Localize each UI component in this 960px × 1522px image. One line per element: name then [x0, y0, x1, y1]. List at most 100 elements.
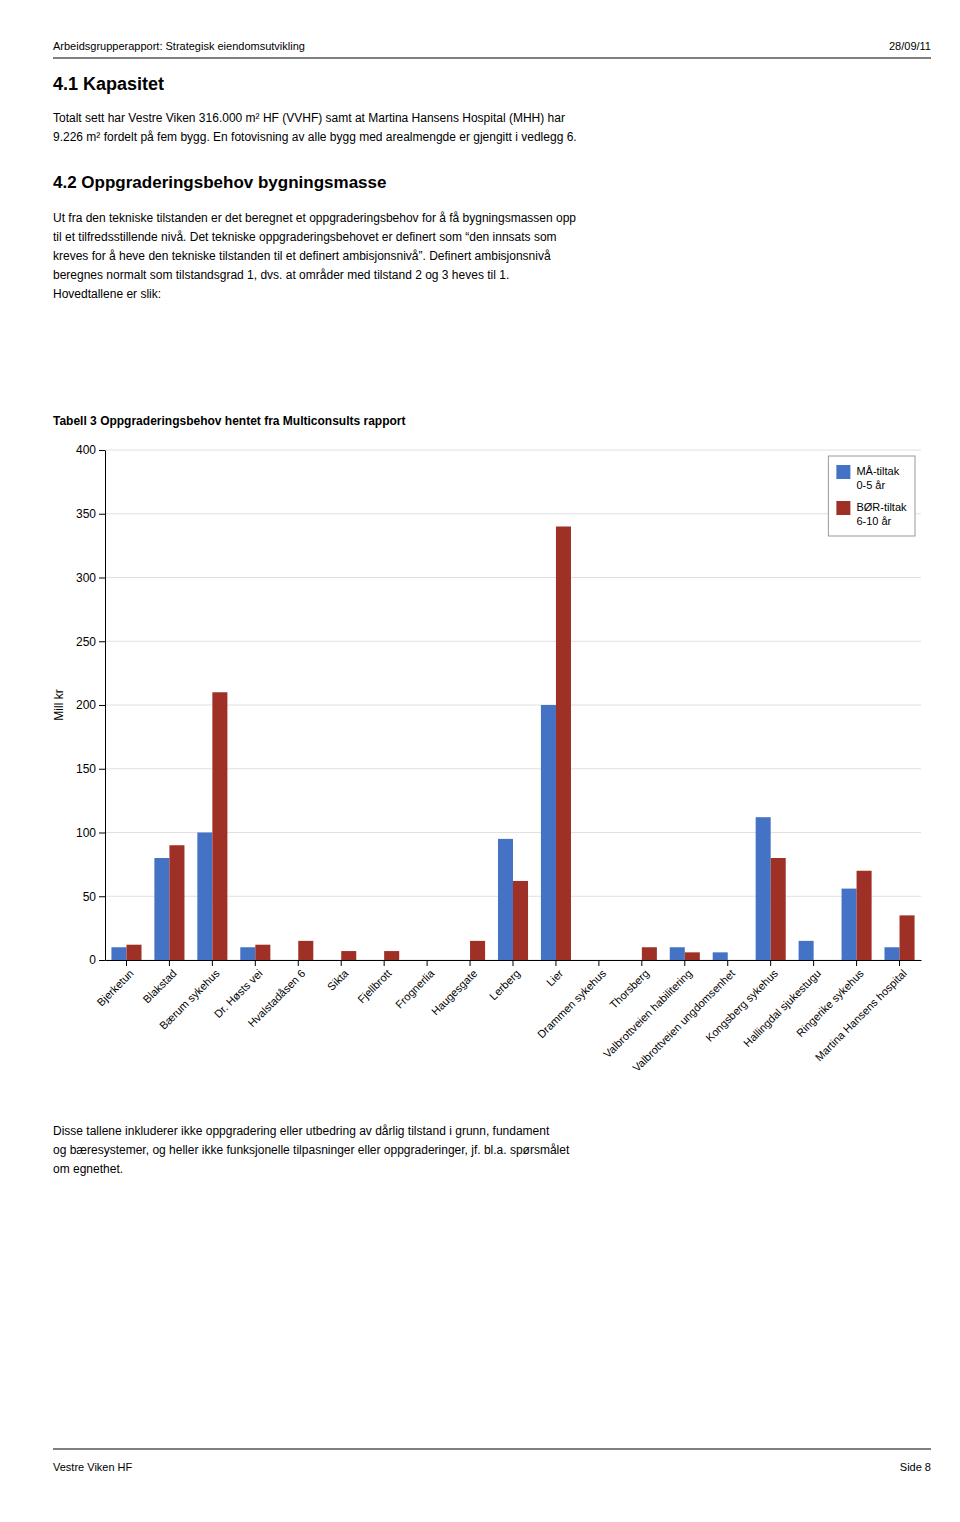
bar: [283, 960, 298, 961]
x-tick-label: Fjellbrott: [355, 967, 393, 1005]
x-tick-label: Lerberg: [487, 967, 522, 1002]
grid: [105, 450, 921, 960]
x-tick: Drammen sykehus: [535, 960, 609, 1040]
x-tick-label: Hvalstadåsen 6: [245, 967, 307, 1029]
header-left: Arbeidsgrupperapport: Strategisk eiendom…: [53, 40, 305, 52]
paragraph-line: Ut fra den tekniske tilstanden er det be…: [53, 211, 576, 225]
bar-series: [111, 705, 899, 960]
footer-right: Side 8: [900, 1461, 931, 1473]
x-tick-label: Lier: [544, 967, 566, 989]
tick-mark: [99, 960, 105, 961]
x-tick: Bærum sykehus: [157, 960, 222, 1032]
footer-rule: [53, 1449, 931, 1450]
paragraph-line: beregnes normalt som tilstandsgrad 1, dv…: [53, 268, 509, 282]
y-tick: 250: [76, 635, 105, 649]
section-title: 4.1 Kapasitet: [53, 74, 164, 94]
x-tick-label: Hallingdal sjukestugu: [741, 967, 823, 1049]
tick-mark: [899, 960, 900, 966]
tick-mark: [684, 960, 685, 966]
tick-mark: [212, 960, 213, 966]
y-tick-label: 350: [76, 507, 96, 521]
x-tick: Martina Hansens hospital: [813, 960, 909, 1063]
tick-mark: [99, 450, 105, 451]
x-tick-label: Frognerlia: [393, 966, 437, 1010]
legend-label: BØR-tiltak6-10 år: [856, 501, 907, 527]
y-tick: 200: [76, 698, 105, 712]
bar: [240, 947, 255, 960]
legend-swatch: [836, 465, 850, 479]
y-tick-label: 100: [76, 826, 96, 840]
axis-line: [105, 451, 106, 961]
y-axis: 0 50 100 150 200 250 300 350 400: [76, 443, 106, 967]
paragraph-line: Hovedtallene er slik:: [53, 287, 161, 301]
paragraph-line: Disse tallene inkluderer ikke oppgraderi…: [53, 1124, 550, 1138]
bar: [427, 960, 442, 961]
tick-mark: [555, 960, 556, 966]
header-rule: [53, 58, 931, 59]
paragraph-line: kreves for å heve den tekniske tilstande…: [53, 249, 551, 263]
tick-mark: [99, 833, 105, 834]
x-tick-label: Sikta: [325, 966, 351, 992]
x-tick: Thorsberg: [607, 960, 651, 1011]
bar: [599, 960, 614, 961]
y-tick-label: 250: [76, 635, 96, 649]
bar: [728, 960, 743, 961]
bar: [556, 527, 571, 961]
y-tick-label: 200: [76, 698, 96, 712]
x-tick-label: Bjerketun: [94, 967, 135, 1008]
bar: [884, 947, 899, 960]
bar: [799, 941, 814, 960]
y-tick: 100: [76, 826, 105, 840]
x-tick-label: Valbrottveien habilitering: [601, 967, 694, 1060]
bar: [713, 952, 728, 960]
tick-mark: [255, 960, 256, 966]
tick-mark: [126, 960, 127, 966]
bar: [771, 858, 786, 960]
bar: [255, 945, 270, 960]
bars: [111, 527, 914, 961]
bar: [842, 889, 857, 960]
bar: [513, 881, 528, 960]
y-tick-label: 0: [89, 953, 96, 967]
paragraph: Disse tallene inkluderer ikke oppgraderi…: [53, 1124, 570, 1176]
footer-left: Vestre Viken HF: [53, 1461, 133, 1473]
bar: [685, 952, 700, 960]
x-tick: Bjerketun: [94, 960, 135, 1008]
grid-line: [105, 577, 921, 578]
x-tick: Hvalstadåsen 6: [245, 960, 307, 1029]
bar: [126, 945, 141, 960]
x-tick: Valbrottveien habilitering: [601, 960, 694, 1060]
tick-mark: [99, 641, 105, 642]
bar-series: [126, 527, 914, 961]
tick-mark: [99, 896, 105, 897]
legend-box: [828, 456, 915, 536]
y-tick-label: 300: [76, 571, 96, 585]
bar: [455, 960, 470, 961]
chart: 050100150200250300350400Mill krBjerketun…: [52, 443, 922, 1074]
bar: [212, 692, 227, 960]
tick-mark: [169, 960, 170, 966]
legend-item: MÅ-tiltak0-5 år: [836, 465, 899, 491]
legend-swatch: [836, 501, 850, 515]
bar: [541, 705, 556, 960]
tick-mark: [727, 960, 728, 966]
y-tick-label: 400: [76, 443, 96, 457]
y-tick: 300: [76, 571, 105, 585]
y-tick-label: 150: [76, 762, 96, 776]
tick-mark: [598, 960, 599, 966]
bar: [111, 947, 126, 960]
tick-mark: [427, 960, 428, 966]
header-right: 28/09/11: [889, 40, 931, 52]
x-tick-label: Bærum sykehus: [157, 967, 222, 1032]
tick-mark: [470, 960, 471, 966]
grid-line: [105, 450, 921, 451]
y-tick: 150: [76, 762, 105, 776]
tick-mark: [99, 705, 105, 706]
tick-mark: [341, 960, 342, 966]
y-tick-label: 50: [83, 890, 97, 904]
x-tick-label: Drammen sykehus: [535, 967, 609, 1041]
tick-mark: [99, 514, 105, 515]
legend: MÅ-tiltak0-5 år BØR-tiltak6-10 år: [828, 456, 915, 536]
bar: [298, 941, 313, 960]
tick-mark: [384, 960, 385, 966]
